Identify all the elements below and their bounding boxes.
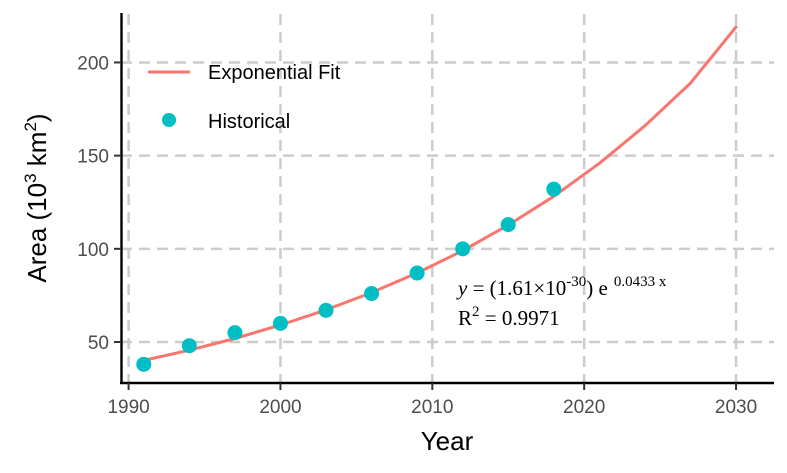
legend-label-fit: Exponential Fit [208, 62, 341, 84]
data-point [455, 241, 471, 257]
x-tick-label: 2030 [715, 397, 757, 418]
fit-curve [142, 25, 738, 362]
fit-equation: y = (1.61×10-30) e 0.0433 x [456, 274, 667, 300]
gridlines [121, 14, 774, 383]
plot-series [136, 25, 738, 372]
data-point [272, 315, 288, 331]
axis-ticks: 1990 2000 2010 2020 2030 50 100 150 200 [77, 53, 757, 418]
data-point [364, 286, 380, 302]
y-tick-label: 150 [77, 147, 109, 168]
data-point [546, 181, 562, 197]
r-squared: R2 = 0.9971 [458, 304, 560, 330]
data-point [409, 265, 425, 281]
x-tick-label: 1990 [107, 397, 149, 418]
legend: Exponential Fit Historical [148, 62, 341, 133]
y-tick-label: 100 [77, 240, 109, 261]
x-axis-title: Year [421, 426, 474, 456]
data-point [500, 217, 516, 233]
data-point [181, 338, 197, 354]
x-tick-label: 2000 [259, 397, 301, 418]
data-point [136, 356, 152, 372]
y-tick-label: 200 [77, 53, 109, 74]
data-point [318, 302, 334, 318]
y-tick-label: 50 [88, 333, 109, 354]
legend-label-historical: Historical [208, 111, 290, 133]
x-tick-label: 2020 [563, 397, 605, 418]
x-tick-label: 2010 [411, 397, 453, 418]
legend-point-swatch [162, 113, 176, 127]
y-axis-title: Area (103 km2) [21, 113, 52, 282]
data-point [227, 325, 243, 341]
